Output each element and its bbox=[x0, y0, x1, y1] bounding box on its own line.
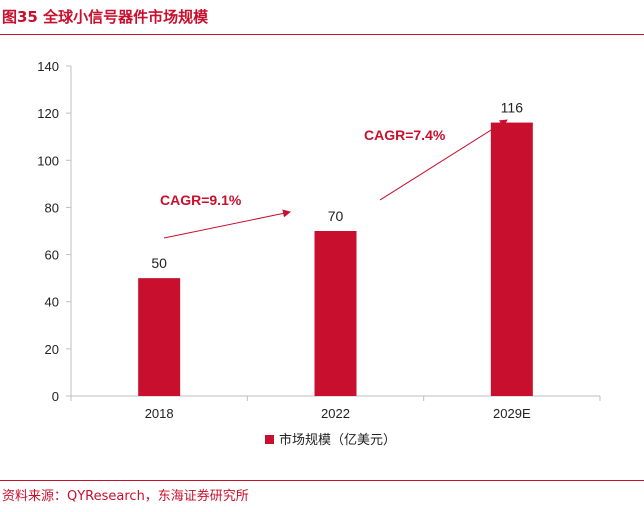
y-tick-label: 80 bbox=[45, 200, 59, 215]
x-tick-label: 2022 bbox=[321, 406, 350, 421]
cagr-arrow bbox=[163, 209, 291, 239]
top-rule bbox=[0, 34, 644, 35]
data-label: 116 bbox=[501, 100, 524, 116]
bar-2018 bbox=[138, 278, 181, 396]
data-label: 70 bbox=[328, 208, 344, 224]
cagr-label: CAGR=7.4% bbox=[364, 127, 446, 143]
cagr-arrow bbox=[379, 119, 508, 201]
legend-swatch bbox=[265, 435, 274, 444]
bar-2022 bbox=[314, 231, 357, 396]
y-tick-label: 120 bbox=[37, 106, 59, 121]
y-tick-label: 60 bbox=[45, 248, 59, 263]
x-axis: 2018 2022 2029E bbox=[70, 395, 601, 421]
y-tick-label: 20 bbox=[45, 342, 59, 357]
y-tick-label: 140 bbox=[37, 59, 59, 74]
figure-title: 图35 全球小信号器件市场规模 bbox=[2, 8, 209, 26]
bar-2029E bbox=[490, 122, 533, 397]
bars-group: 50 70 116 bbox=[138, 100, 533, 397]
y-tick-label: 100 bbox=[37, 153, 59, 168]
y-axis: 0 20 40 60 80 100 120 140 bbox=[37, 59, 72, 404]
bar-chart: 0 20 40 60 80 100 120 140 2018 2022 2029E 50 70 116… bbox=[37, 59, 601, 448]
bottom-rule bbox=[0, 480, 644, 481]
legend: 市场规模（亿美元） bbox=[265, 432, 396, 448]
y-tick-label: 0 bbox=[52, 389, 59, 404]
cagr-label: CAGR=9.1% bbox=[160, 192, 242, 208]
y-tick-label: 40 bbox=[45, 295, 59, 310]
data-label: 50 bbox=[151, 255, 167, 271]
source-note: 资料来源：QYResearch，东海证券研究所 bbox=[2, 489, 249, 504]
legend-label: 市场规模（亿美元） bbox=[279, 432, 396, 448]
annotations-group: CAGR=9.1% CAGR=7.4% bbox=[160, 119, 508, 239]
x-tick-label: 2018 bbox=[145, 406, 174, 421]
x-tick-label: 2029E bbox=[493, 406, 531, 421]
